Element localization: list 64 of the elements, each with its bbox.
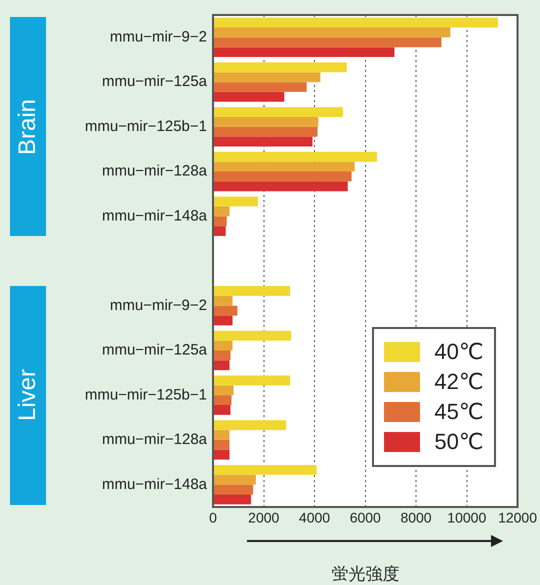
bar [214, 340, 233, 350]
text: Liver [14, 369, 42, 422]
y-tick-label: mmu−mir−125a [102, 73, 208, 90]
bar [214, 430, 230, 440]
bar [214, 82, 307, 92]
bar [214, 330, 292, 341]
x-tick-label: 10000 [447, 509, 486, 526]
legend-label: 50℃ [434, 429, 484, 455]
bar [214, 296, 233, 306]
bar [214, 376, 290, 386]
bar [214, 350, 231, 360]
bar [214, 181, 348, 192]
bar [214, 126, 318, 137]
bar [214, 360, 230, 370]
bar [214, 316, 233, 326]
x-tick-label: 0 [209, 509, 218, 526]
y-tick-label: mmu−mir−128a [102, 431, 208, 448]
bar [214, 286, 290, 296]
bar [214, 136, 312, 146]
bar [214, 72, 320, 82]
bar [214, 420, 286, 430]
legend-label: 42℃ [434, 369, 484, 395]
bar [214, 116, 318, 127]
bar [214, 405, 231, 415]
x-tick-label: 6000 [350, 509, 382, 526]
x-tick-label: 4000 [298, 509, 330, 526]
bar [214, 385, 234, 396]
bar [214, 206, 230, 216]
y-tick-label: mmu−mir−9−2 [110, 296, 207, 314]
y-tick-label: mmu−mir−125b−1 [84, 118, 207, 135]
bar [214, 484, 254, 494]
bar [214, 37, 442, 48]
bar [214, 62, 347, 72]
bar [214, 306, 238, 316]
y-tick-label: mmu−mir−148a [102, 207, 208, 224]
x-tick-label: 8000 [400, 509, 432, 526]
x-tick-label: 12000 [498, 509, 538, 526]
bar [214, 464, 317, 475]
legend-label: 45℃ [434, 399, 484, 425]
bar [214, 18, 498, 28]
y-tick-label: mmu−mir−9−2 [110, 28, 207, 46]
x-axis-title: 蛍光強度 [331, 564, 400, 584]
bar [214, 494, 252, 504]
y-tick-label: mmu−mir−125b−1 [84, 386, 207, 404]
y-tick-label: mmu−mir−128a [102, 162, 208, 180]
bar [214, 226, 226, 236]
bar [214, 92, 284, 102]
bar [214, 28, 450, 38]
bar [214, 162, 355, 172]
y-tick-label: mmu−mir−125a [102, 342, 208, 359]
bar [214, 216, 227, 226]
text: Brain [14, 98, 42, 155]
bar [214, 107, 343, 117]
bar [214, 152, 377, 162]
bar [214, 440, 230, 450]
legend-label: 40℃ [434, 339, 484, 365]
bar [214, 450, 230, 460]
x-tick-label: 2000 [248, 509, 280, 526]
bar [214, 47, 394, 58]
y-tick-label: mmu−mir−148a [102, 476, 208, 493]
bar [214, 395, 232, 406]
bar [214, 172, 352, 182]
bar [214, 474, 256, 485]
bar [214, 196, 258, 206]
